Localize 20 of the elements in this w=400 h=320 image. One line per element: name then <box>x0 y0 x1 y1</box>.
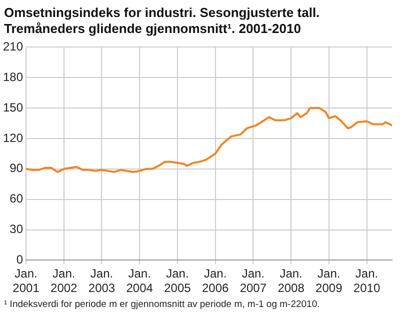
y-tick-label: 180 <box>2 70 24 84</box>
x-tick-label: Jan. 2007 <box>240 266 267 296</box>
y-tick-label: 30 <box>10 222 24 236</box>
y-tick-label: 0 <box>16 252 24 267</box>
x-tick-label: Jan. 2005 <box>164 266 192 296</box>
y-tick-label: 150 <box>2 100 24 114</box>
chart-title: Omsetningsindeks for industri. Sesongjusterte tall. Tremåneders glidende gjennomsnitt¹. 2001-2010 <box>3 4 321 37</box>
y-tick-label: 60 <box>10 192 24 206</box>
x-tick-label: Jan. 2003 <box>88 266 116 296</box>
x-tick-label: Jan. 2004 <box>126 266 154 296</box>
text: ¹ Indeksverdi for periode m er gjennomsnitt av periode m, m-1 og m-22010. <box>3 299 321 310</box>
x-tick-label: Jan. 2001 <box>12 266 40 296</box>
y-tick-label: 120 <box>2 130 24 145</box>
y-tick-label: 210 <box>2 40 24 54</box>
y-tick-label: 90 <box>10 161 24 176</box>
x-tick-label: Jan. 2006 <box>202 266 229 296</box>
x-tick-label: Jan. 2009 <box>316 266 343 296</box>
x-tick-label: Jan. 2008 <box>278 266 305 296</box>
x-tick-label: Jan. 2010 <box>353 266 380 296</box>
x-tick-label: Jan. 2002 <box>50 266 78 296</box>
